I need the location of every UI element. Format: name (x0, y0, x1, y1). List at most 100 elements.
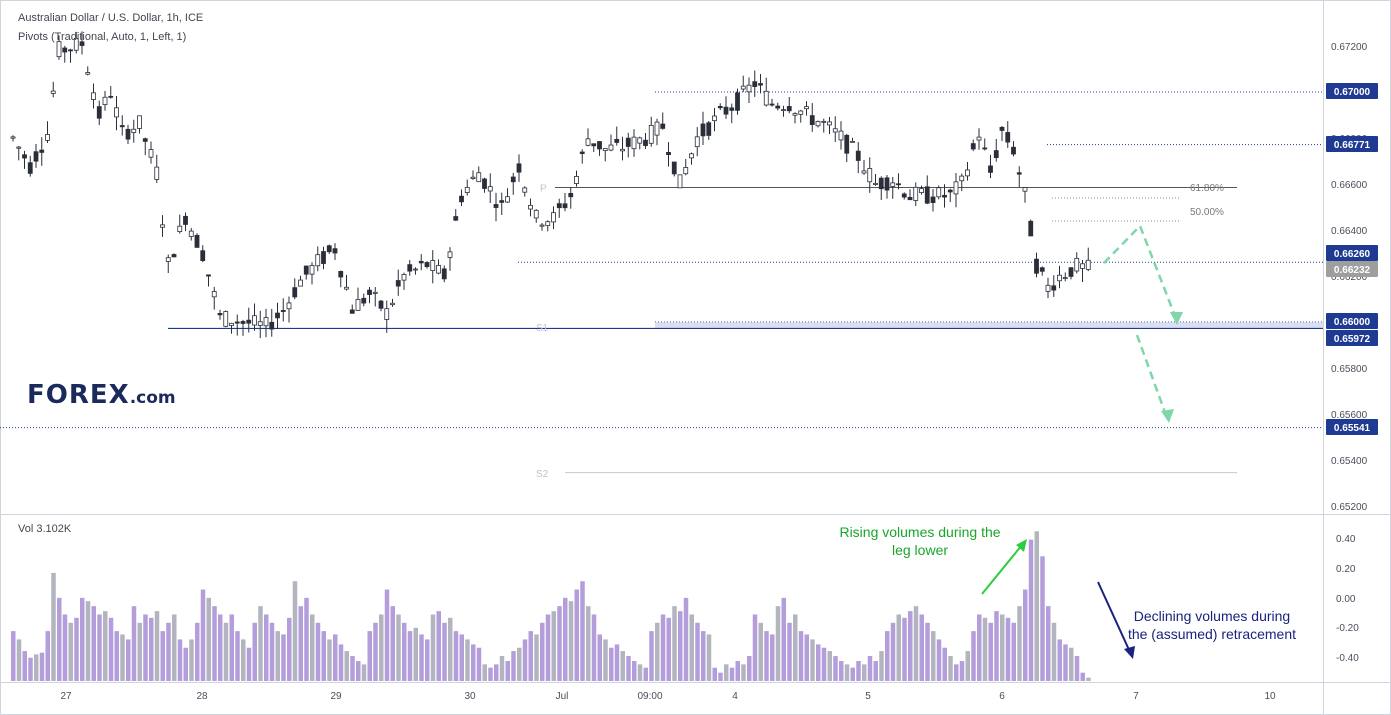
price-badge-label: 0.65541 (1334, 423, 1371, 434)
candle-body (470, 176, 476, 179)
volume-bar (80, 597, 85, 681)
volume-bar (982, 617, 988, 681)
volume-bar (373, 622, 378, 681)
candle-body (125, 128, 131, 140)
volume-bar (499, 656, 505, 681)
volume-bar (522, 639, 528, 681)
candle-body (907, 196, 913, 201)
candle-body (378, 300, 384, 309)
annotation-rising-volumes: Rising volumes during the leg lower (839, 524, 1001, 558)
volume-bar (1080, 672, 1085, 681)
candle-body (252, 315, 257, 326)
y-tick-label: 0.65400 (1331, 456, 1368, 467)
candle-body (234, 321, 240, 324)
candle-body (499, 200, 505, 203)
projection-arrowhead-2 (1161, 409, 1174, 423)
candle-body (401, 274, 407, 281)
candle-body (332, 248, 338, 254)
volume-bar (402, 622, 407, 681)
candle-body (970, 143, 976, 150)
pivots-indicator-label[interactable]: Pivots (Traditional, Auto, 1, Left, 1) (18, 31, 187, 43)
candle-body (459, 195, 464, 203)
volume-bar (988, 622, 993, 681)
volume-bar (275, 631, 280, 681)
volume-bar (712, 667, 717, 681)
candle-body (280, 310, 286, 312)
candle-body (453, 216, 459, 221)
candle-body (200, 250, 206, 262)
volume-bar (430, 614, 436, 681)
volume-bar (298, 606, 303, 681)
candle-body (1028, 220, 1034, 237)
candle-body (223, 311, 229, 327)
volume-indicator-label[interactable]: Vol 3.102K (18, 523, 72, 535)
price-badge-label: 0.65972 (1334, 334, 1371, 345)
volume-bar (770, 634, 775, 681)
x-tick-label: 10 (1264, 691, 1276, 702)
candle-body (355, 298, 361, 311)
volume-bar (833, 656, 838, 681)
candle-body (275, 312, 280, 319)
price-badge-label: 0.66771 (1334, 140, 1371, 151)
volume-bar (310, 614, 315, 681)
candle-body (476, 172, 482, 183)
volume-bar (655, 622, 660, 681)
volume-tick-label: -0.20 (1336, 623, 1359, 634)
candle-body (1080, 263, 1085, 269)
x-tick-label: 4 (732, 691, 738, 702)
candle-body (959, 175, 965, 182)
candle-body (723, 106, 729, 115)
volume-bar (396, 614, 401, 681)
volume-bar (942, 647, 947, 681)
volume-bar (350, 656, 355, 681)
candle-body (142, 138, 148, 142)
price-badge-label: 0.67000 (1334, 87, 1371, 98)
volume-bar (528, 631, 533, 681)
volume-bar (183, 647, 188, 681)
volume-bar (149, 617, 154, 681)
volume-bar (143, 614, 148, 681)
candle-body (108, 95, 114, 98)
candle-body (344, 286, 349, 290)
x-tick-label: 5 (865, 691, 871, 702)
candle-body (855, 150, 861, 161)
volume-bar (413, 627, 418, 681)
candle-body (1045, 284, 1051, 292)
candle-body (407, 264, 413, 272)
candle-body (119, 125, 125, 128)
volume-bar (971, 631, 976, 681)
candle-body (689, 153, 694, 159)
volume-bar (62, 614, 68, 681)
candle-body (942, 194, 947, 198)
volume-bar (729, 667, 735, 681)
price-badge-label: 0.66000 (1334, 317, 1371, 328)
candle-body (953, 181, 959, 195)
candle-body (217, 313, 223, 316)
volume-bar (724, 664, 729, 681)
volume-bar (16, 639, 22, 681)
volume-bar (287, 617, 292, 681)
candle-body (901, 193, 907, 198)
candle-body (102, 96, 108, 106)
candle-body (39, 149, 45, 153)
volume-bar (1017, 606, 1022, 681)
candle-body (516, 163, 522, 173)
volume-bar (977, 614, 982, 681)
candle-body (194, 234, 200, 248)
candle-body (844, 134, 850, 154)
volume-bar (643, 667, 648, 681)
volume-bar (160, 631, 165, 681)
candle-body (579, 151, 585, 155)
volume-bar (200, 589, 206, 681)
volume-bar (804, 634, 809, 681)
candle-body (16, 146, 22, 149)
candle-body (746, 84, 752, 93)
volume-bar (39, 652, 45, 681)
volume-bar (954, 664, 959, 681)
x-tick-label: 6 (999, 691, 1005, 702)
volume-bar (281, 634, 286, 681)
projection-arrow-2 (1135, 334, 1169, 419)
candle-body (654, 121, 660, 136)
candle-body (574, 175, 579, 184)
volume-bar (1000, 614, 1005, 681)
